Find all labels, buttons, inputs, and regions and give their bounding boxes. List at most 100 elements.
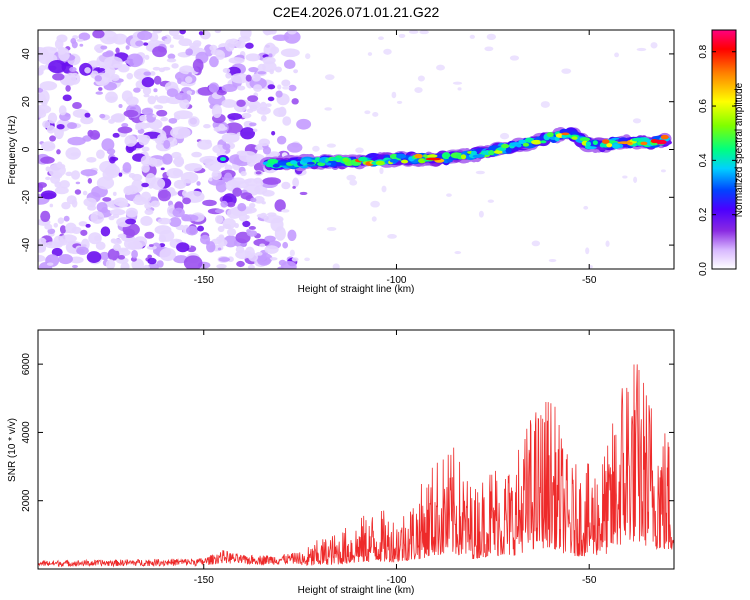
noise-blob: [196, 181, 201, 186]
noise-blob: [157, 189, 171, 202]
noise-blob: [115, 47, 120, 54]
noise-speckle: [585, 247, 590, 255]
noise-blob: [188, 42, 201, 48]
noise-blob: [291, 257, 299, 262]
noise-blob: [109, 156, 116, 164]
noise-speckle: [531, 240, 541, 247]
ridge-blob: [427, 154, 438, 158]
noise-blob: [164, 38, 172, 42]
noise-blob: [59, 225, 67, 234]
noise-blob: [274, 66, 283, 73]
noise-blob: [205, 139, 212, 145]
noise-blob: [199, 155, 221, 165]
noise-blob: [80, 116, 94, 125]
noise-blob: [40, 210, 51, 222]
noise-blob: [112, 33, 128, 45]
noise-speckle: [378, 36, 384, 41]
ridge-blob: [396, 153, 407, 159]
noise-blob: [282, 116, 292, 126]
noise-blob: [134, 194, 143, 203]
noise-blob: [228, 57, 245, 64]
noise-blob: [272, 34, 289, 41]
noise-blob: [198, 31, 204, 36]
noise-blob: [42, 120, 51, 129]
noise-blob: [53, 222, 58, 228]
noise-blob: [156, 260, 164, 268]
noise-blob: [84, 112, 91, 118]
noise-blob: [184, 162, 203, 172]
noise-blob: [238, 212, 248, 222]
noise-blob: [102, 51, 114, 58]
noise-speckle: [383, 48, 392, 55]
noise-blob: [58, 238, 68, 246]
noise-blob: [131, 249, 138, 259]
noise-blob: [38, 93, 46, 104]
noise-blob: [269, 257, 278, 261]
noise-blob: [102, 197, 112, 202]
noise-speckle: [452, 81, 463, 85]
ridge-blob: [586, 146, 597, 150]
noise-blob: [39, 246, 46, 252]
noise-blob: [96, 176, 115, 190]
noise-blob: [255, 171, 262, 175]
noise-blob: [58, 47, 70, 62]
noise-blob: [202, 199, 217, 207]
noise-blob: [45, 176, 51, 181]
noise-blob: [260, 115, 267, 122]
noise-blob: [185, 48, 194, 56]
noise-blob: [137, 30, 153, 41]
ridge-blob: [505, 146, 512, 154]
noise-blob: [293, 69, 299, 74]
colorbar-ticks: 0.0 0.2 0.4 0.6 0.8: [698, 44, 736, 276]
snr-background: [38, 330, 674, 569]
noise-blob: [183, 255, 203, 269]
figure-title: C2E4.2026.071.01.21.G22: [273, 4, 440, 20]
noise-blob: [229, 38, 239, 45]
noise-blob: [243, 120, 253, 128]
noise-blob: [222, 68, 231, 74]
noise-speckle: [367, 52, 373, 56]
noise-blob: [101, 138, 115, 152]
noise-blob: [52, 73, 65, 81]
noise-blob: [45, 166, 51, 172]
noise-speckle: [326, 143, 336, 148]
noise-blob: [38, 67, 44, 76]
noise-blob: [247, 264, 255, 269]
noise-blob: [273, 107, 287, 118]
noise-blob: [98, 87, 103, 91]
noise-blob: [241, 112, 252, 119]
noise-speckle: [436, 64, 445, 71]
y-tick-label: 20: [21, 96, 32, 108]
noise-speckle: [326, 226, 337, 231]
noise-blob: [216, 264, 227, 269]
ridge-blob: [493, 150, 503, 154]
spectrogram-x-ticks: -150 -100 -50: [194, 30, 597, 286]
noise-blob: [168, 30, 180, 37]
noise-blob: [123, 109, 139, 118]
noise-blob: [159, 247, 176, 262]
ridge-blob: [290, 160, 298, 165]
noise-blob: [143, 93, 150, 98]
ridge-blob: [516, 143, 522, 148]
noise-blob: [125, 218, 137, 225]
noise-blob: [160, 167, 165, 171]
snr-series: [38, 364, 674, 568]
spectrogram-panel: -150 -100 -50 -40 -20 0 20 40 Height of straig…: [7, 29, 675, 295]
noise-blob: [48, 145, 55, 149]
y-tick-label: 0: [21, 146, 32, 152]
noise-blob: [220, 200, 228, 208]
noise-blob: [246, 250, 252, 257]
noise-blob: [71, 226, 82, 235]
ridge-blob: [631, 137, 643, 142]
noise-blob: [208, 82, 220, 93]
ridge-blob: [592, 140, 598, 145]
noise-blob: [292, 177, 300, 188]
noise-blob: [65, 72, 77, 86]
colorbar-tick-label: 0.4: [698, 153, 709, 167]
noise-blob: [248, 66, 259, 73]
noise-blob: [153, 88, 158, 93]
noise-blob: [100, 226, 111, 237]
noise-blob: [118, 103, 123, 108]
noise-speckle: [391, 91, 397, 99]
